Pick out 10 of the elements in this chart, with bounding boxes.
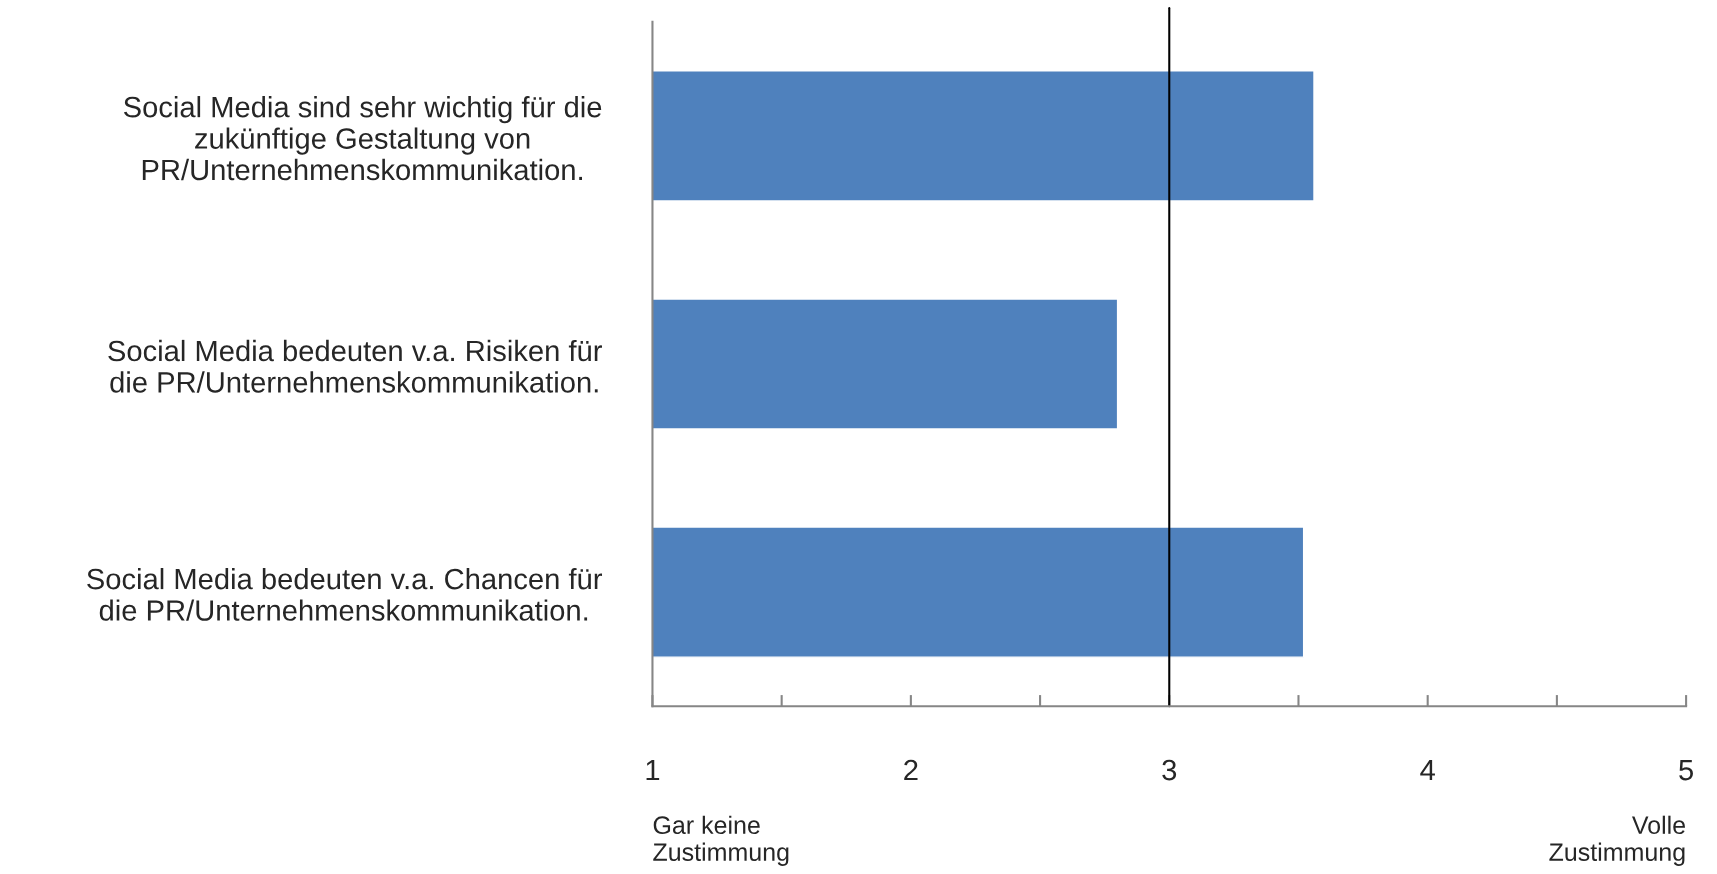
y-tick-label: Social Media bedeuten v.a. Risiken für die PR/Unternehmenskommunikation. <box>108 339 603 393</box>
y-tick-label: Social Media bedeuten v.a. Chancen für die PR/Unternehmenskommunikation. <box>87 567 603 621</box>
x-tick-label: 1 <box>646 760 660 781</box>
x-tick-label: 4 <box>1420 760 1435 781</box>
x-tick-label: 5 <box>1679 760 1693 781</box>
text: Gar keine Zustimmung <box>653 815 789 866</box>
x-tick-label: 2 <box>904 759 918 781</box>
y-tick-label: Social Media sind sehr wichtig für die zukünftige Gestaltung von PR/Unternehmenskommunikation. <box>123 96 602 181</box>
text: Volle Zustimmung <box>1549 815 1685 866</box>
x-tick-label: 3 <box>1162 759 1177 781</box>
